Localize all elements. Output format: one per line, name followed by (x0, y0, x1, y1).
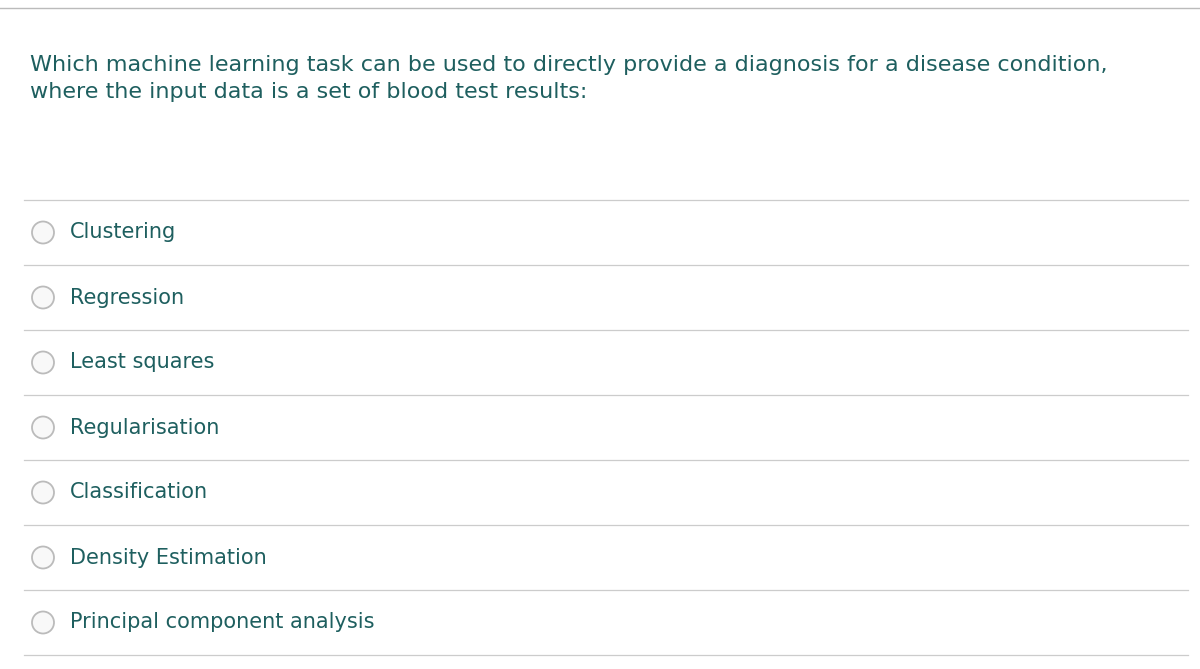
Ellipse shape (32, 482, 54, 504)
Text: where the input data is a set of blood test results:: where the input data is a set of blood t… (30, 82, 587, 102)
Text: Regularisation: Regularisation (70, 417, 220, 438)
Ellipse shape (32, 221, 54, 244)
Text: Regression: Regression (70, 288, 184, 308)
Ellipse shape (32, 286, 54, 308)
Text: Clustering: Clustering (70, 223, 176, 242)
Ellipse shape (32, 547, 54, 569)
Text: Which machine learning task can be used to directly provide a diagnosis for a di: Which machine learning task can be used … (30, 55, 1108, 75)
Ellipse shape (32, 611, 54, 634)
Text: Classification: Classification (70, 482, 208, 502)
Text: Principal component analysis: Principal component analysis (70, 613, 374, 632)
Ellipse shape (32, 351, 54, 373)
Ellipse shape (32, 417, 54, 438)
Text: Least squares: Least squares (70, 353, 215, 373)
Text: Density Estimation: Density Estimation (70, 547, 266, 567)
